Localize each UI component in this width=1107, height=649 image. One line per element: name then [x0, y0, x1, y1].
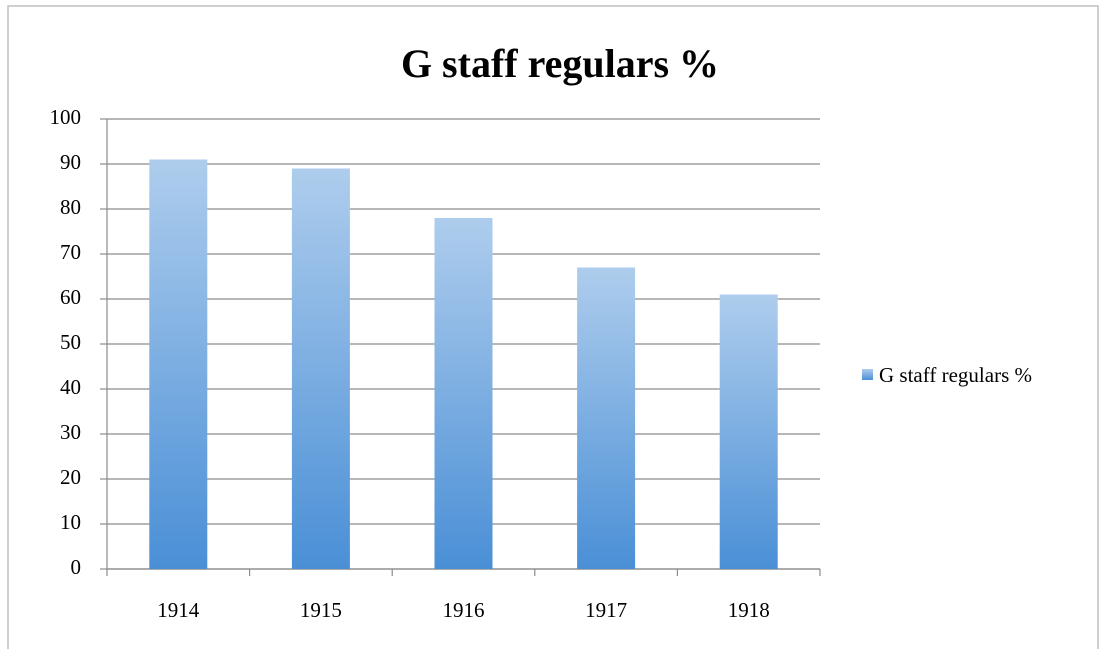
y-tick-label: 20 [60, 465, 81, 489]
legend-label: G staff regulars % [879, 363, 1032, 387]
x-tick-label: 1916 [443, 598, 485, 622]
bar [291, 168, 350, 569]
x-tick-label: 1915 [300, 598, 342, 622]
legend-swatch [862, 369, 873, 380]
x-tick-label: 1918 [728, 598, 770, 622]
bar [719, 294, 778, 569]
y-tick-label: 100 [50, 105, 82, 129]
bar [434, 218, 493, 569]
y-tick-label: 10 [60, 510, 81, 534]
bar [577, 267, 636, 569]
y-tick-label: 50 [60, 330, 81, 354]
y-tick-label: 40 [60, 375, 81, 399]
chart-title: G staff regulars % [401, 41, 719, 86]
y-tick-label: 0 [71, 555, 82, 579]
y-tick-label: 60 [60, 285, 81, 309]
y-tick-label: 30 [60, 420, 81, 444]
x-tick-label: 1914 [157, 598, 200, 622]
y-tick-label: 70 [60, 240, 81, 264]
y-tick-label: 80 [60, 195, 81, 219]
bar [149, 159, 208, 569]
x-tick-label: 1917 [585, 598, 627, 622]
y-tick-label: 90 [60, 150, 81, 174]
